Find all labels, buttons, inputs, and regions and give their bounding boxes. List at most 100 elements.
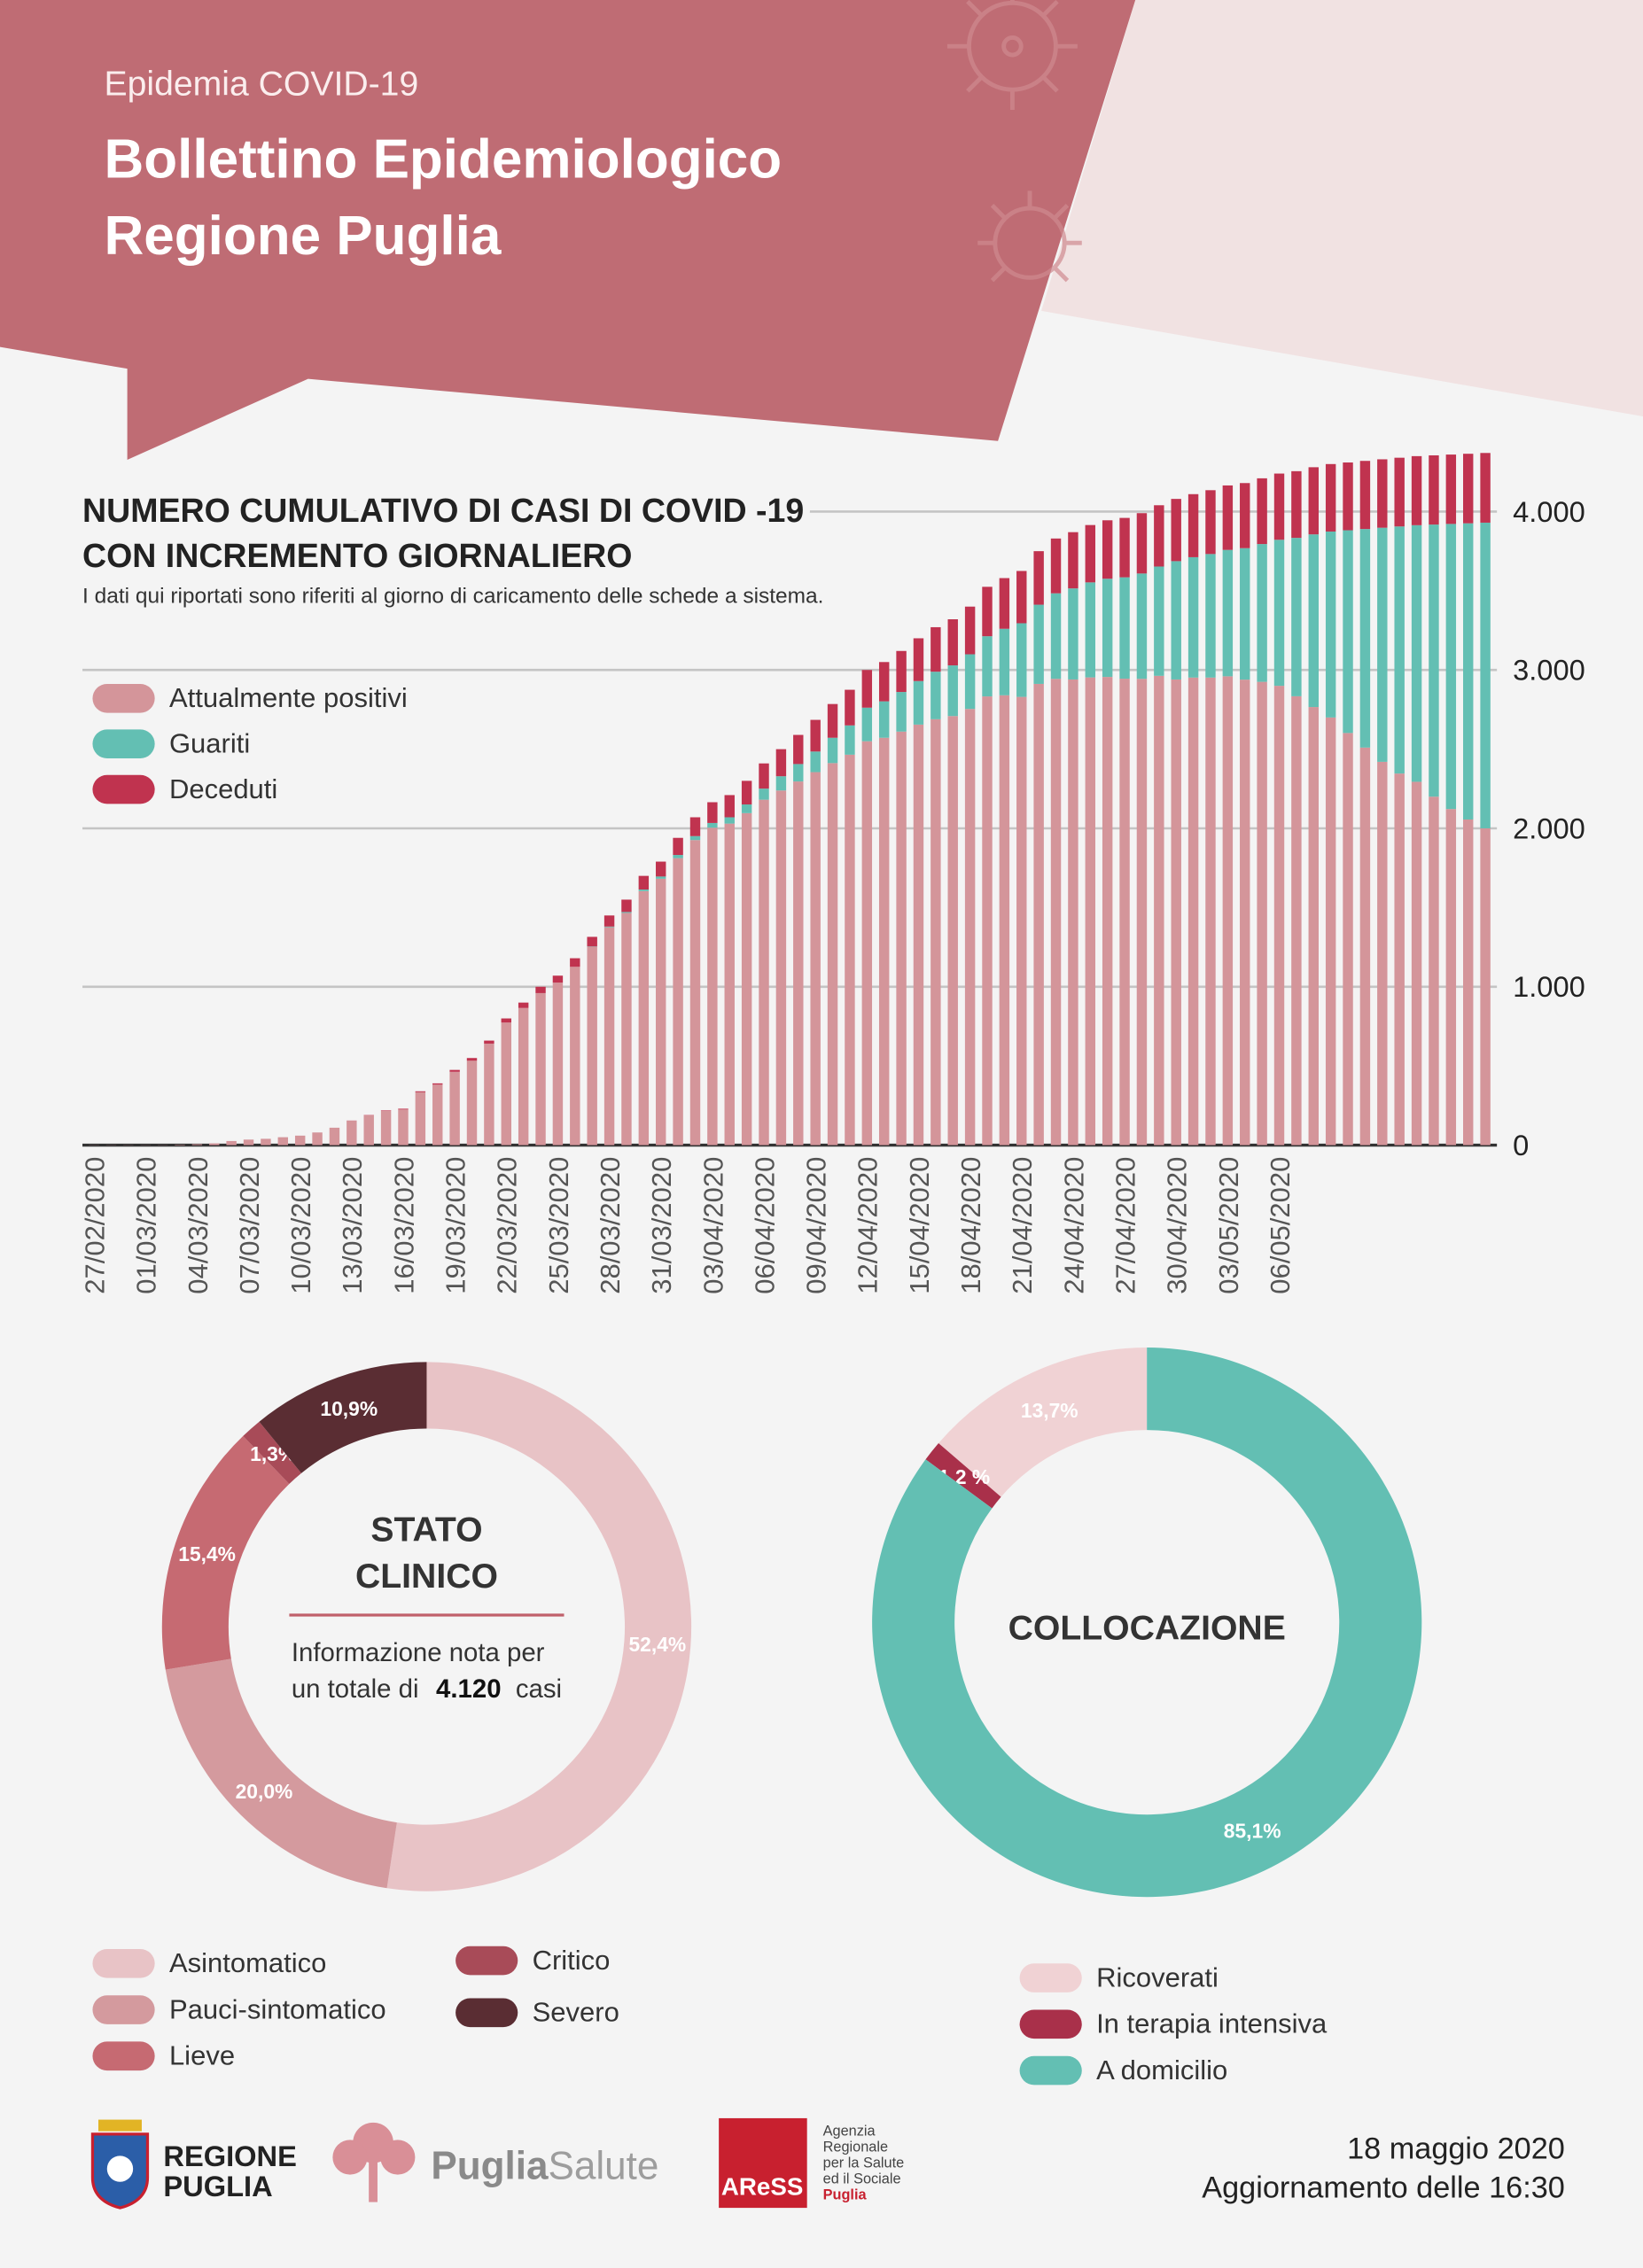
donut-slice <box>259 1362 427 1473</box>
tree-trunk <box>369 2161 378 2202</box>
bar-segment <box>1016 623 1027 697</box>
bar-segment <box>964 606 976 655</box>
virus-decoration <box>946 0 1082 283</box>
logo-text: PugliaSalute <box>431 2144 658 2187</box>
donut-slice <box>386 1362 692 1891</box>
chart-title: NUMERO CUMULATIVO DI CASI DI COVID -19 <box>82 492 804 529</box>
bar-segment <box>380 1110 392 1146</box>
bar-segment <box>964 654 976 710</box>
logo-text: Puglia <box>823 2186 868 2202</box>
bar-segment <box>1480 828 1491 1146</box>
bar-segment <box>363 1115 374 1146</box>
bar-segment <box>1463 819 1474 1146</box>
legend-swatch <box>92 683 155 713</box>
slice-label: 15,4% <box>178 1542 236 1565</box>
bar-segment <box>294 1135 306 1146</box>
bar-segment <box>707 822 718 828</box>
x-tick-label: 06/04/2020 <box>749 1157 780 1294</box>
bar-segment <box>1429 524 1439 797</box>
bar-segment <box>277 1137 289 1146</box>
chart-title: CON INCREMENTO GIORNALIERO <box>82 537 632 574</box>
logo-text: AReSS <box>721 2172 803 2200</box>
bar-segment <box>1291 695 1302 1146</box>
bar-segment <box>1136 573 1148 680</box>
logo-text: per la Salute <box>823 2155 905 2171</box>
donut-title: CLINICO <box>355 1557 498 1596</box>
update-time: Aggiornamento delle 16:30 <box>1202 2171 1565 2205</box>
bar-segment <box>673 855 683 858</box>
bar-segment <box>775 776 787 791</box>
bar-segment <box>518 1002 529 1008</box>
legend-swatch <box>456 1998 518 2028</box>
bar-segment <box>587 946 597 1146</box>
legend-swatch <box>92 1948 155 1978</box>
bar-segment <box>759 799 769 1146</box>
bar-segment <box>878 701 890 738</box>
logo-text: REGIONE <box>163 2140 296 2172</box>
bar-segment <box>1343 462 1353 531</box>
bar-segment <box>1068 532 1078 589</box>
bar-segment <box>1222 676 1234 1146</box>
logo-pugliasalute: PugliaSalute <box>332 2122 658 2202</box>
bar-segment <box>1240 548 1250 680</box>
x-tick-label: 30/04/2020 <box>1162 1157 1193 1294</box>
bar-segment <box>1154 505 1164 567</box>
bar-segment <box>947 716 958 1146</box>
bar-segment <box>1016 696 1027 1146</box>
x-tick-label: 15/04/2020 <box>904 1157 935 1294</box>
bar-segment <box>1480 522 1491 829</box>
chart-subtitle: I dati qui riportati sono riferiti al gi… <box>82 585 823 609</box>
donut-note: Informazione nota per <box>292 1638 545 1667</box>
logo-text: PUGLIA <box>163 2170 272 2202</box>
legend-label: Severo <box>533 1997 619 2028</box>
bar-segment <box>775 749 787 777</box>
legend-label: Asintomatico <box>169 1947 326 1978</box>
logo-text: ed il Sociale <box>823 2171 901 2186</box>
bar-segment <box>1429 796 1439 1146</box>
bar-segment <box>1325 717 1336 1146</box>
donut-slice <box>925 1443 1001 1509</box>
bar-segment <box>1136 513 1148 574</box>
bar-segment <box>1445 809 1457 1146</box>
bar-segment <box>878 662 890 702</box>
x-tick-label: 07/03/2020 <box>234 1157 265 1294</box>
bar-segment <box>1119 679 1130 1146</box>
bar-segment <box>1257 681 1267 1146</box>
slice-label: 13,7% <box>1021 1399 1078 1422</box>
bar-segment <box>638 875 650 890</box>
bar-segment <box>775 790 787 1146</box>
bar-segment <box>861 707 873 742</box>
bar-segment <box>913 680 924 725</box>
bar-segment <box>1445 454 1457 524</box>
virus-icon <box>946 0 1078 111</box>
bar-segment <box>896 692 907 732</box>
header-banner <box>0 0 1136 460</box>
bar-segment <box>1068 679 1078 1146</box>
bar-segment <box>741 781 752 805</box>
slice-label: 10,9% <box>320 1397 378 1420</box>
bar-segment <box>1154 566 1164 676</box>
bar-segment <box>1308 707 1319 1146</box>
bar-segment <box>724 823 735 1146</box>
bar-segment <box>621 912 632 913</box>
donut-note: un totale di 4.120 casi <box>292 1674 562 1704</box>
bar-segment <box>1394 526 1405 774</box>
donut-charts: 52,4% Asintomatico 20,0% Pauci-sintomatico 1… <box>92 1348 1422 2085</box>
bar-segment <box>931 626 941 672</box>
bar-segment <box>896 650 907 693</box>
logo-text: Salute <box>549 2144 659 2187</box>
bar-segment <box>982 636 993 697</box>
bar-segment <box>1154 675 1164 1146</box>
bar-segment <box>1359 747 1371 1146</box>
bar-segment <box>226 1140 237 1146</box>
bar-segment <box>827 763 838 1146</box>
y-tick-label: 0 <box>1513 1129 1529 1161</box>
bar-segment <box>398 1109 409 1146</box>
bar-segment <box>861 741 873 1146</box>
x-tick-label: 24/04/2020 <box>1058 1157 1089 1294</box>
x-tick-label: 12/04/2020 <box>853 1157 884 1294</box>
bar-segment <box>484 1040 494 1044</box>
bar-segment <box>810 772 821 1146</box>
legend-label: Critico <box>533 1945 611 1976</box>
